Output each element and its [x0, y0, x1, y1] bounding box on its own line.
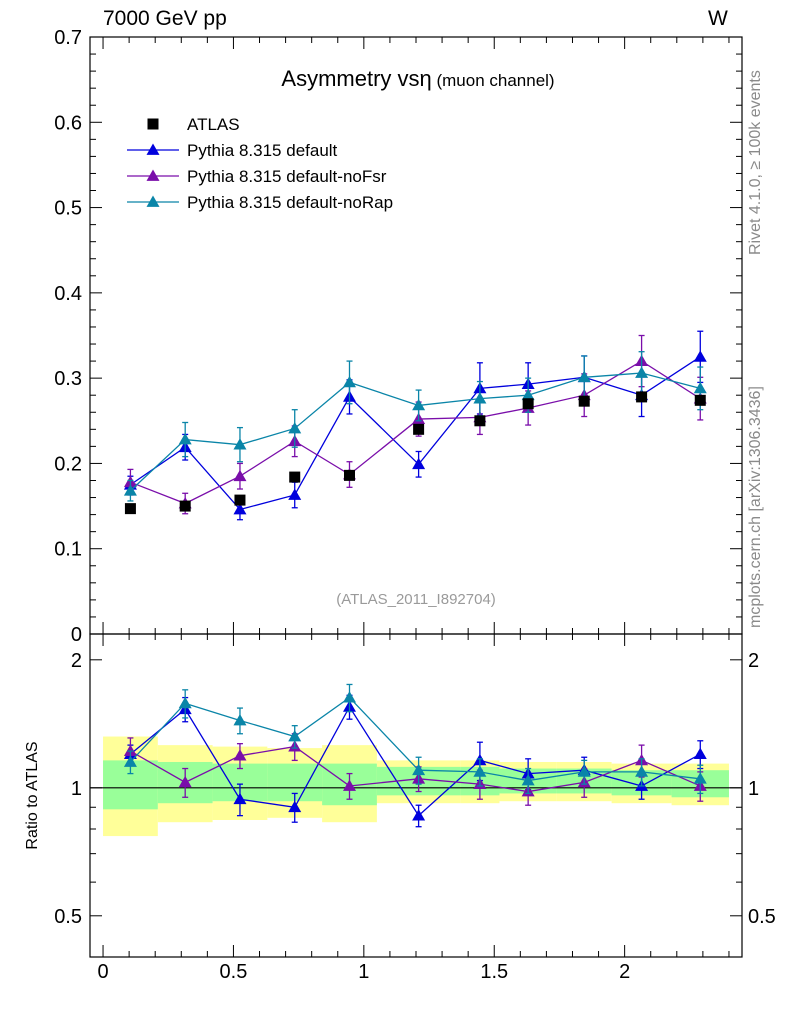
- ratio-point: [288, 730, 302, 742]
- header-left-label: 7000 GeV pp: [103, 7, 227, 30]
- y-tick-label: 0.4: [54, 283, 82, 305]
- data-point-atlas: [413, 423, 425, 435]
- data-point: [412, 398, 426, 411]
- data-point: [233, 502, 247, 515]
- ratio-tick-label-right: 1: [748, 778, 759, 800]
- data-point: [178, 433, 192, 445]
- ratio-point: [233, 749, 247, 761]
- ratio-point: [635, 765, 649, 777]
- uncertainty-bands: [103, 736, 729, 837]
- legend-entry: [127, 169, 179, 181]
- ratio-series-group: [123, 683, 707, 828]
- x-tick-label: 1: [358, 961, 369, 983]
- ratio-tick-label-right: 2: [748, 650, 759, 672]
- data-point-atlas: [234, 494, 246, 506]
- data-point: [693, 350, 707, 362]
- data-point: [288, 421, 302, 434]
- data-point: [577, 370, 591, 383]
- y-tick-label: 0.1: [54, 539, 82, 561]
- ratio-point: [521, 774, 535, 786]
- legend-entry: [127, 143, 179, 155]
- ratio-point: [473, 765, 487, 777]
- data-point: [233, 469, 247, 482]
- y-tick-label: 0.6: [54, 112, 82, 134]
- data-point-atlas: [522, 398, 534, 410]
- main-series-group: [123, 330, 707, 521]
- legend-label: Pythia 8.315 default-noFsr: [187, 167, 387, 186]
- data-point: [233, 438, 247, 450]
- ratio-tick-label-right: 0.5: [748, 906, 776, 928]
- chart-title: Asymmetry vsη (muon channel): [281, 66, 554, 91]
- legend-label: Pythia 8.315 default: [187, 141, 338, 160]
- data-point-atlas: [289, 471, 301, 483]
- legend-entry: [127, 195, 179, 207]
- chart-title-main: Asymmetry vsη: [281, 66, 431, 91]
- ratio-axis-label: Ratio to ATLAS: [24, 741, 41, 849]
- data-point-atlas: [124, 503, 136, 515]
- x-tick-label: 0.5: [220, 961, 248, 983]
- ratio-point: [178, 775, 192, 788]
- ratio-point: [693, 747, 707, 760]
- ratio-point: [412, 809, 426, 821]
- y-tick-label: 0: [71, 624, 82, 646]
- legend-marker-triangle: [146, 143, 160, 155]
- y-tick-label: 0.5: [54, 198, 82, 220]
- legend-marker-triangle: [146, 195, 160, 207]
- x-tick-label: 1.5: [480, 961, 508, 983]
- data-point-atlas: [179, 500, 191, 512]
- data-point: [342, 375, 356, 388]
- header-right-label: W: [708, 7, 728, 30]
- ratio-point: [233, 713, 247, 726]
- data-point-atlas: [578, 395, 590, 407]
- ratio-series-2: [123, 683, 707, 795]
- data-point: [473, 392, 487, 404]
- x-tick-label: 0: [97, 961, 108, 983]
- ratio-point: [342, 691, 356, 703]
- data-point: [521, 388, 535, 401]
- data-point: [693, 381, 707, 394]
- y-tick-label: 0.7: [54, 27, 82, 49]
- ratio-tick-label-left: 1: [71, 778, 82, 800]
- data-point: [288, 488, 302, 500]
- ratio-tick-label-left: 0.5: [54, 906, 82, 928]
- legend-marker-triangle: [146, 169, 160, 181]
- ratio-point: [412, 763, 426, 776]
- ratio-tick-label-left: 2: [71, 650, 82, 672]
- data-point-atlas: [636, 391, 648, 403]
- data-point: [123, 484, 137, 496]
- legend-label: ATLAS: [187, 115, 240, 134]
- ratio-point: [288, 800, 302, 813]
- ratio-point: [123, 755, 137, 767]
- atlas-data: [124, 391, 706, 515]
- data-point-atlas: [343, 469, 355, 481]
- chart-title-sub: (muon channel): [432, 71, 555, 90]
- x-tick-label: 2: [619, 961, 630, 983]
- data-point-atlas: [474, 415, 486, 427]
- y-tick-label: 0.3: [54, 368, 82, 390]
- ratio-point: [178, 696, 192, 709]
- data-point: [412, 457, 426, 470]
- analysis-label: (ATLAS_2011_I892704): [336, 591, 496, 608]
- y-tick-label: 0.2: [54, 453, 82, 475]
- ratio-point: [233, 792, 247, 805]
- legend-entry: [147, 118, 159, 130]
- data-point-atlas: [694, 394, 706, 406]
- legend-label: Pythia 8.315 default-noRap: [187, 193, 393, 212]
- ratio-point: [577, 765, 591, 777]
- data-point: [635, 366, 649, 378]
- legend-marker-square: [147, 118, 159, 130]
- ratio-point: [342, 779, 356, 791]
- ratio-point: [693, 772, 707, 784]
- ratio-point: [123, 744, 137, 756]
